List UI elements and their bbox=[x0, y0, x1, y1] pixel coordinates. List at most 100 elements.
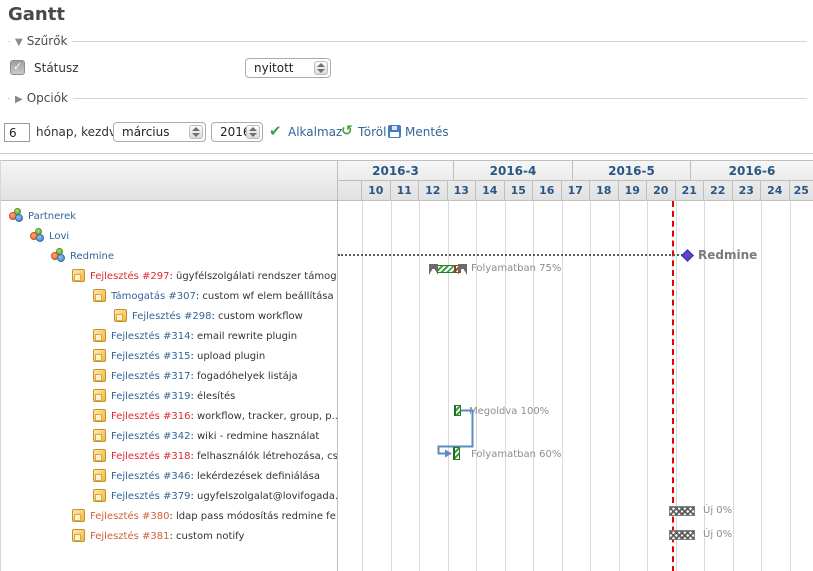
gantt-subject-row: Fejlesztés #317: fogadóhelyek listája bbox=[1, 367, 337, 387]
ticket-icon bbox=[93, 449, 106, 462]
status-checkbox[interactable] bbox=[10, 60, 25, 75]
gantt-chart-pane: Redmine Folyamatban 75% Megoldva 100% Fo… bbox=[338, 201, 813, 571]
issue-subject: : custom workflow bbox=[211, 311, 303, 322]
week-gridline bbox=[390, 201, 392, 571]
task-bar-parent-297[interactable] bbox=[429, 264, 467, 275]
month-header: 2016-3 bbox=[338, 161, 454, 181]
filters-fieldset-border bbox=[8, 41, 807, 42]
week-header: 21 bbox=[676, 181, 704, 201]
page-title: Gantt bbox=[8, 4, 65, 25]
gantt-subject-row: Fejlesztés #297: ügyfélszolgálati rendsz… bbox=[1, 267, 337, 287]
project-link[interactable]: Redmine bbox=[70, 251, 115, 262]
week-header: 11 bbox=[391, 181, 419, 201]
months-count-input[interactable] bbox=[4, 123, 30, 142]
issue-link[interactable]: Fejlesztés #318 bbox=[111, 451, 191, 462]
gantt-subject-row: Fejlesztés #319: élesítés bbox=[1, 387, 337, 407]
project-marker-diamond[interactable] bbox=[681, 249, 694, 262]
week-header: 25 bbox=[790, 181, 813, 201]
clear-refresh-icon: ↺ bbox=[341, 123, 353, 139]
week-gridline bbox=[761, 201, 762, 571]
issue-link[interactable]: Fejlesztés #379 bbox=[111, 491, 191, 502]
week-header: 23 bbox=[733, 181, 761, 201]
ticket-icon bbox=[72, 269, 85, 282]
ticket-icon bbox=[72, 529, 85, 542]
issue-subject: : workflow, tracker, group, p... bbox=[190, 411, 337, 422]
issue-link[interactable]: Fejlesztés #314 bbox=[111, 331, 191, 342]
gantt-subject-row: Fejlesztés #314: email rewrite plugin bbox=[1, 327, 337, 347]
week-gridline bbox=[447, 201, 449, 571]
week-header: 16 bbox=[533, 181, 562, 201]
project-icon bbox=[51, 248, 65, 262]
task-bar-316[interactable] bbox=[454, 405, 461, 416]
week-gridline bbox=[647, 201, 648, 571]
week-gridline bbox=[504, 201, 506, 571]
issue-subject: : fogadóhelyek listája bbox=[190, 371, 298, 382]
gantt-subject-row: Fejlesztés #346: lekérdezések definiálás… bbox=[1, 467, 337, 487]
week-header: 17 bbox=[562, 181, 590, 201]
gantt-subject-row: Támogatás #307: custom wf elem beállítás… bbox=[1, 287, 337, 307]
options-legend[interactable]: ▶ Opciók bbox=[10, 91, 73, 105]
chevron-down-icon: ▼ bbox=[15, 37, 23, 48]
issue-subject: : custom notify bbox=[169, 531, 245, 542]
issue-subject: : ügyfélszolgálati rendszer támog... bbox=[169, 271, 337, 282]
issue-subject: : email rewrite plugin bbox=[190, 331, 298, 342]
filters-legend[interactable]: ▼ Szűrők bbox=[10, 34, 73, 48]
month-select[interactable]: március bbox=[113, 122, 206, 142]
issue-link[interactable]: Fejlesztés #315 bbox=[111, 351, 191, 362]
task-bar-380[interactable] bbox=[669, 506, 695, 516]
gantt-subject-row: Partnerek bbox=[1, 207, 337, 227]
week-header: 12 bbox=[419, 181, 448, 201]
today-line bbox=[672, 201, 674, 571]
week-gridline bbox=[704, 201, 705, 571]
task-progress-label: Új 0% bbox=[703, 505, 733, 516]
week-gridline bbox=[561, 201, 563, 571]
project-duration-line bbox=[338, 254, 683, 256]
week-header: 24 bbox=[761, 181, 790, 201]
issue-subject: : felhasználók létrehozása, cs... bbox=[190, 451, 337, 462]
gantt-header: 2016-3 2016-4 2016-5 2016-6 10 11 12 13 … bbox=[1, 161, 813, 201]
clear-link[interactable]: Töröl bbox=[358, 125, 387, 139]
save-link[interactable]: Mentés bbox=[405, 125, 449, 139]
gantt-subject-row: Fejlesztés #316: workflow, tracker, grou… bbox=[1, 407, 337, 427]
issue-link[interactable]: Támogatás #307 bbox=[111, 291, 196, 302]
month-select-value: március bbox=[122, 125, 170, 139]
week-header: 10 bbox=[362, 181, 391, 201]
issue-subject: : lekérdezések definiálása bbox=[190, 471, 320, 482]
week-header: 19 bbox=[619, 181, 647, 201]
gantt-subject-row: Lovi bbox=[1, 227, 337, 247]
week-gridline bbox=[789, 201, 791, 571]
year-select[interactable]: 2016 bbox=[211, 122, 263, 142]
issue-subject: : ldap pass módosítás redmine fe... bbox=[169, 511, 337, 522]
apply-link[interactable]: Alkalmaz bbox=[288, 125, 343, 139]
issue-subject: : custom wf elem beállítása bbox=[195, 291, 334, 302]
task-bar-318[interactable] bbox=[453, 447, 460, 460]
task-bar-381[interactable] bbox=[669, 530, 695, 540]
divider bbox=[0, 153, 813, 154]
issue-subject: : ugyfelszolgalat@lovifogada... bbox=[190, 491, 337, 502]
week-header: 14 bbox=[476, 181, 505, 201]
issue-link[interactable]: Fejlesztés #298 bbox=[132, 311, 212, 322]
year-select-value: 2016 bbox=[220, 125, 251, 139]
week-gridline bbox=[476, 201, 477, 571]
issue-link[interactable]: Fejlesztés #319 bbox=[111, 391, 191, 402]
save-floppy-icon bbox=[388, 125, 401, 138]
project-link[interactable]: Lovi bbox=[49, 231, 70, 242]
week-header: 20 bbox=[647, 181, 676, 201]
gantt-table: 2016-3 2016-4 2016-5 2016-6 10 11 12 13 … bbox=[0, 160, 813, 571]
gantt-subject-row: Fejlesztés #379: ugyfelszolgalat@lovifog… bbox=[1, 487, 337, 507]
select-stepper-icon bbox=[189, 125, 203, 139]
issue-link[interactable]: Fejlesztés #381 bbox=[90, 531, 170, 542]
issue-link[interactable]: Fejlesztés #346 bbox=[111, 471, 191, 482]
issue-link[interactable]: Fejlesztés #297 bbox=[90, 271, 170, 282]
issue-link[interactable]: Fejlesztés #316 bbox=[111, 411, 191, 422]
project-link[interactable]: Partnerek bbox=[28, 211, 77, 222]
project-icon bbox=[9, 208, 23, 222]
issue-link[interactable]: Fejlesztés #317 bbox=[111, 371, 191, 382]
gantt-subject-row: Fejlesztés #318: felhasználók létrehozás… bbox=[1, 447, 337, 467]
issue-link[interactable]: Fejlesztés #342 bbox=[111, 431, 191, 442]
week-header: 15 bbox=[505, 181, 533, 201]
status-select[interactable]: nyitott bbox=[245, 58, 331, 78]
issue-link[interactable]: Fejlesztés #380 bbox=[90, 511, 170, 522]
gantt-subject-row: Fejlesztés #342: wiki - redmine használa… bbox=[1, 427, 337, 447]
ticket-icon bbox=[72, 509, 85, 522]
